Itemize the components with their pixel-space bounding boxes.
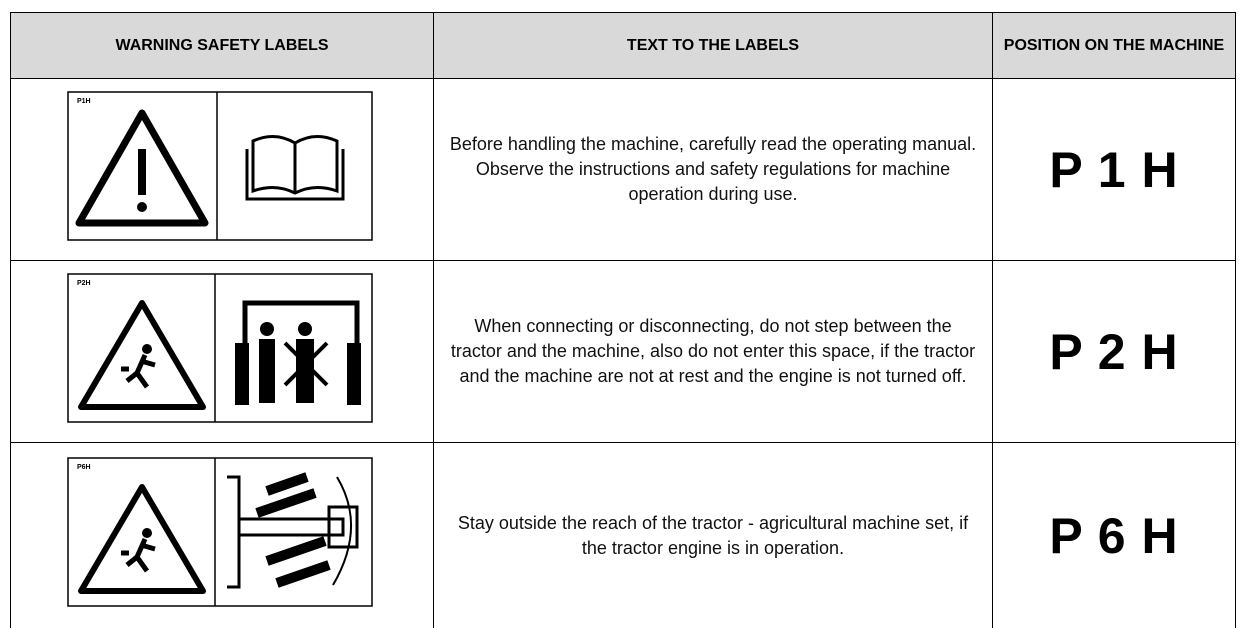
text-cell: When connecting or disconnecting, do not… bbox=[434, 261, 993, 443]
text-line: When connecting or disconnecting, do not… bbox=[448, 314, 978, 389]
position-cell: P 2 H bbox=[993, 261, 1236, 443]
label-cell: P1H bbox=[11, 79, 434, 261]
header-row: WARNING SAFETY LABELS TEXT TO THE LABELS… bbox=[11, 13, 1236, 79]
label-code: P6H bbox=[77, 464, 91, 471]
header-cell: POSITION ON THE MACHINE bbox=[993, 13, 1236, 79]
text-line: Stay outside the reach of the tractor - … bbox=[448, 511, 978, 561]
label-cell: P2H bbox=[11, 261, 434, 443]
position-cell: P 1 H bbox=[993, 79, 1236, 261]
label-cell: P6H bbox=[11, 443, 434, 628]
position-cell: P 6 H bbox=[993, 443, 1236, 628]
text-cell: Stay outside the reach of the tractor - … bbox=[434, 443, 993, 628]
text-line: Before handling the machine, carefully r… bbox=[448, 132, 978, 157]
row: P6H Stay outside the reach of the tracto… bbox=[11, 443, 1236, 628]
row: P1H Before handling the machine, careful… bbox=[11, 79, 1236, 261]
text-cell: Before handling the machine, carefully r… bbox=[434, 79, 993, 261]
label-image: P2H bbox=[67, 273, 377, 425]
label-code: P2H bbox=[77, 280, 91, 287]
text-line: Observe the instructions and safety regu… bbox=[448, 157, 978, 207]
label-code: P1H bbox=[77, 98, 91, 105]
label-image: P1H bbox=[67, 91, 377, 243]
row: P2H When connecting or disconnecting, do… bbox=[11, 261, 1236, 443]
label-image: P6H bbox=[67, 457, 377, 609]
header-cell: WARNING SAFETY LABELS bbox=[11, 13, 434, 79]
header-cell: TEXT TO THE LABELS bbox=[434, 13, 993, 79]
safety-table: WARNING SAFETY LABELS TEXT TO THE LABELS… bbox=[10, 12, 1236, 628]
